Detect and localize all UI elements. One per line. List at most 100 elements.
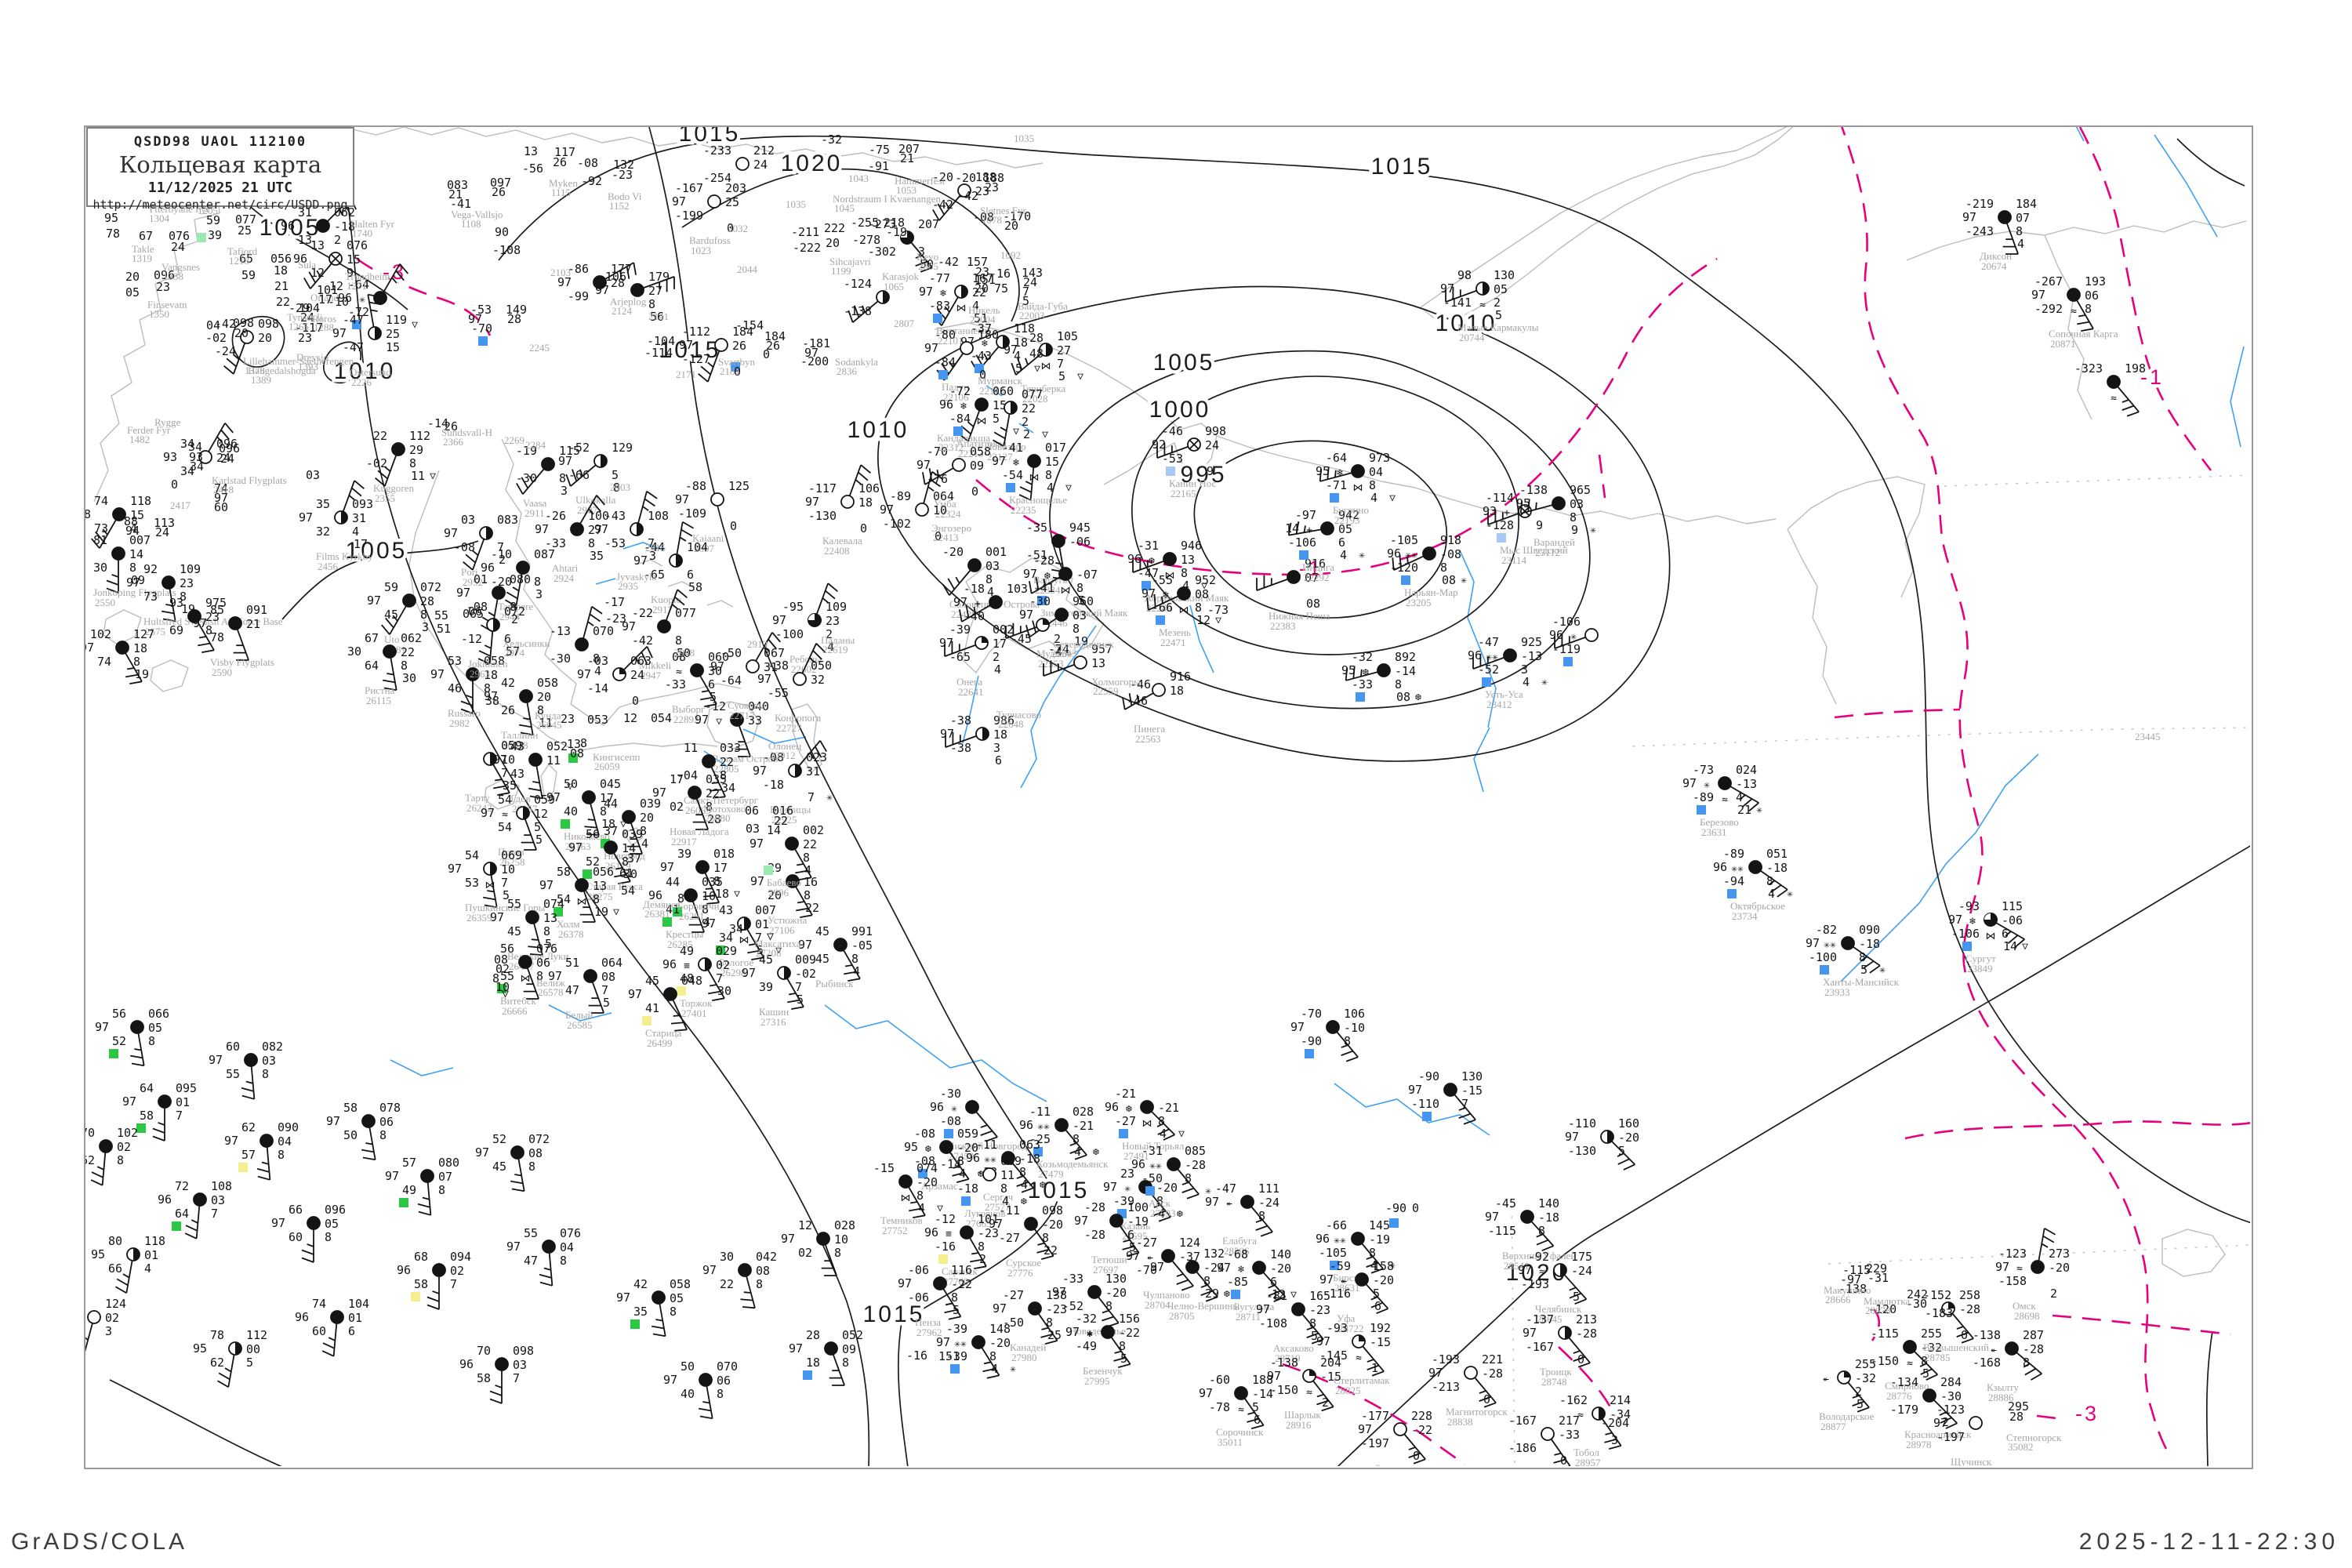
- station-pressure: 058: [537, 676, 558, 690]
- station-dewpoint: -66: [568, 468, 590, 482]
- river: [595, 578, 616, 585]
- wind-barb-tick: [484, 644, 492, 649]
- wind-barb: [526, 702, 534, 735]
- wind-barb-tick: [201, 649, 215, 653]
- river: [622, 542, 661, 550]
- source-url: http://meteocenter.net/circ/USDD.png: [93, 198, 348, 212]
- precip-square: [1166, 466, 1175, 476]
- station-tendency: 07: [2016, 211, 2030, 225]
- station-low-cloud: 3: [561, 484, 568, 498]
- wind-barb-tick: [1035, 577, 1040, 590]
- station-tendency: -18: [334, 220, 355, 234]
- station-humidity: 97: [1440, 281, 1454, 296]
- station-temp: -64: [348, 278, 369, 292]
- station-plot: 01 080 97-08 82: [456, 572, 531, 633]
- station-temp: -41: [1002, 441, 1023, 455]
- wind-barb-tick: [370, 309, 378, 312]
- precip-square: [197, 233, 206, 242]
- station-tendency: 25: [386, 327, 400, 341]
- station-pressure: 007: [129, 533, 151, 547]
- precip-square: [1006, 483, 1015, 492]
- cloud-genus-icon: ⋈: [1029, 472, 1040, 484]
- precip-square: [478, 336, 488, 346]
- precip-square: [953, 426, 963, 436]
- station-humidity: 97: [1004, 343, 1018, 357]
- station-tendency: 24: [1205, 438, 1219, 452]
- isobar-label: 1015: [659, 337, 721, 363]
- station-circle: [746, 659, 760, 673]
- coastline: [1420, 127, 1794, 321]
- station-pressure: 077: [1022, 387, 1043, 401]
- station-name: Ahtari: [552, 562, 579, 574]
- isobar-line: [877, 285, 1671, 762]
- wind-barb-tick: [303, 277, 311, 289]
- wind-barb-tick: [948, 361, 954, 368]
- station-temp: 31: [298, 205, 312, 220]
- wind-barb-tick: [1025, 358, 1029, 365]
- station-pressure: 125: [728, 479, 750, 493]
- station-humidity: 97: [594, 522, 608, 536]
- wind-barb-tick: [126, 667, 135, 670]
- station-tendency: 06: [2085, 289, 2099, 303]
- station-dewpoint: -84: [949, 412, 971, 426]
- station-name: Mikkeli: [639, 659, 672, 671]
- station-low-cloud: 0: [727, 221, 734, 235]
- wind-barb: [1029, 466, 1035, 500]
- station-name: Jokioinen: [468, 658, 508, 670]
- station-temp: 67: [365, 631, 379, 645]
- station-humidity: 97: [633, 554, 648, 568]
- station-circle: [657, 619, 671, 633]
- station-tendency: 24: [753, 158, 768, 172]
- station-id: 2944: [499, 611, 521, 622]
- station-name: Умба: [934, 498, 956, 510]
- wind-barb-tick: [460, 700, 474, 706]
- river: [2075, 127, 2085, 142]
- station-dewpoint: -72: [348, 305, 369, 319]
- wind-barb-tick: [771, 632, 781, 643]
- station-pressure: 203: [725, 181, 746, 195]
- station-circle: [228, 616, 242, 630]
- station-id: 26038: [503, 739, 528, 751]
- station-temp: -219: [1965, 197, 1994, 211]
- wind-barb-tick: [819, 740, 827, 753]
- weather-symbol-icon: ❄: [939, 288, 946, 299]
- station-cloud-amount: 6: [504, 632, 511, 646]
- station-dewpoint: -243: [1965, 224, 1994, 238]
- coastline: [1906, 220, 2247, 261]
- wind-barb-tick: [198, 636, 207, 639]
- isobar-line: [1049, 350, 1591, 710]
- wind-barb: [852, 300, 879, 323]
- station-low-cloud: 4: [1055, 644, 1062, 659]
- wind-barb: [1031, 576, 1061, 594]
- river: [2154, 134, 2218, 238]
- station-circle: [570, 522, 584, 536]
- station-cloud-amount: 8: [420, 608, 427, 622]
- wind-barb-tick: [129, 681, 143, 684]
- station-temp: 08: [672, 650, 686, 664]
- station-id: 22925: [771, 814, 797, 826]
- wind-barb: [923, 471, 933, 504]
- station-name: Kajaani: [692, 532, 724, 544]
- station-name: Vaasa: [523, 497, 547, 509]
- station-humidity: 97: [577, 667, 591, 681]
- station-tendency: 14: [129, 547, 143, 561]
- station-tendency: 20: [258, 331, 272, 345]
- wind-barb-tick: [768, 638, 777, 650]
- wind-barb-tick: [814, 746, 822, 758]
- station-dewpoint: -33: [665, 677, 686, 691]
- wind-barb: [384, 455, 397, 487]
- station-pressure: 067: [764, 646, 785, 660]
- station-temp: 93: [169, 596, 183, 610]
- wind-barb-tick: [1055, 562, 1063, 565]
- station-low-cloud: 11: [411, 469, 425, 483]
- station-plot: -89 064 97 10 -102 0: [880, 470, 954, 543]
- wind-barb-tick: [587, 621, 594, 626]
- station-cloud-amount: 8: [1045, 468, 1052, 482]
- wind-barb-tick: [855, 479, 862, 485]
- station-temp: -10: [491, 547, 512, 561]
- station-id: 20674: [1981, 260, 2007, 272]
- wind-barb-tick: [384, 466, 391, 472]
- wind-barb-tick: [106, 579, 119, 586]
